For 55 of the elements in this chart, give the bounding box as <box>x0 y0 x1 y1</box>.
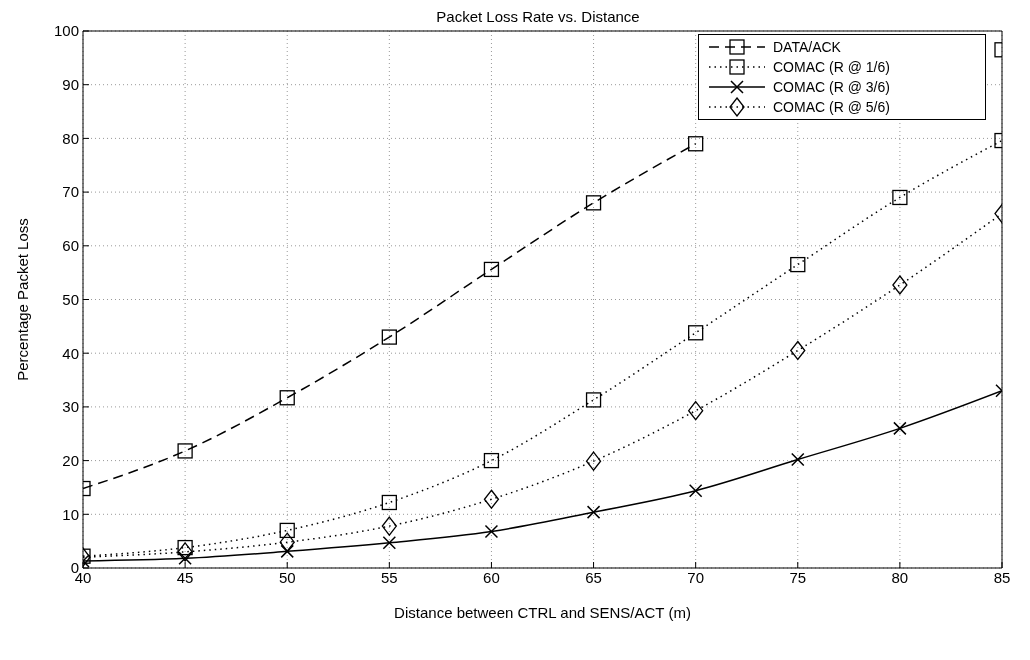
legend-label: DATA/ACK <box>773 39 841 55</box>
y-tick-label: 20 <box>62 451 79 469</box>
y-tick-label: 90 <box>62 76 79 94</box>
point <box>279 522 295 539</box>
y-tick-label: 50 <box>62 290 79 308</box>
x-tick-label: 70 <box>687 568 705 586</box>
point <box>381 494 397 511</box>
y-axis-title: Percentage Packet Loss <box>14 218 32 381</box>
point <box>483 452 500 469</box>
point <box>586 505 601 519</box>
point <box>688 136 704 152</box>
y-tick-label: 30 <box>62 398 79 416</box>
legend-label: COMAC (R @ 1/6) <box>773 59 890 75</box>
x-tick-label: 60 <box>483 568 500 586</box>
point <box>791 452 805 467</box>
point <box>790 340 806 361</box>
chart-title: Packet Loss Rate vs. Distance <box>436 8 640 25</box>
point <box>280 544 294 559</box>
legend-label: COMAC (R @ 5/6) <box>773 99 890 115</box>
x-tick-label: 50 <box>278 568 296 586</box>
point <box>585 195 602 211</box>
y-tick-label: 100 <box>53 22 79 40</box>
y-tick-label: 40 <box>62 344 79 362</box>
x-tick-label: 85 <box>993 568 1011 586</box>
point <box>279 532 295 552</box>
point <box>279 390 295 406</box>
y-tick-label: 60 <box>62 237 79 255</box>
y-tick-label: 70 <box>62 183 79 201</box>
point <box>688 401 704 421</box>
point <box>585 392 602 408</box>
y-tick-label: 10 <box>62 505 79 523</box>
point <box>893 421 907 436</box>
point <box>177 443 193 459</box>
point <box>483 489 500 509</box>
point <box>382 536 397 550</box>
point <box>585 451 602 471</box>
point <box>381 329 397 345</box>
x-tick-label: 55 <box>380 568 398 586</box>
point <box>688 483 703 498</box>
legend-label: COMAC (R @ 3/6) <box>773 79 890 95</box>
x-axis-title: Distance between CTRL and SENS/ACT (m) <box>394 604 691 621</box>
x-tick-label: 65 <box>585 568 602 586</box>
point <box>484 524 499 539</box>
y-tick-label: 80 <box>62 129 79 147</box>
x-tick-label: 45 <box>176 568 194 586</box>
point <box>177 539 193 556</box>
point <box>177 542 193 562</box>
x-tick-label: 80 <box>891 568 909 586</box>
point <box>892 189 908 206</box>
point <box>790 256 806 273</box>
x-tick-label: 75 <box>789 568 807 586</box>
point <box>483 261 500 278</box>
point <box>688 325 704 341</box>
point <box>381 516 397 536</box>
point <box>892 275 908 295</box>
